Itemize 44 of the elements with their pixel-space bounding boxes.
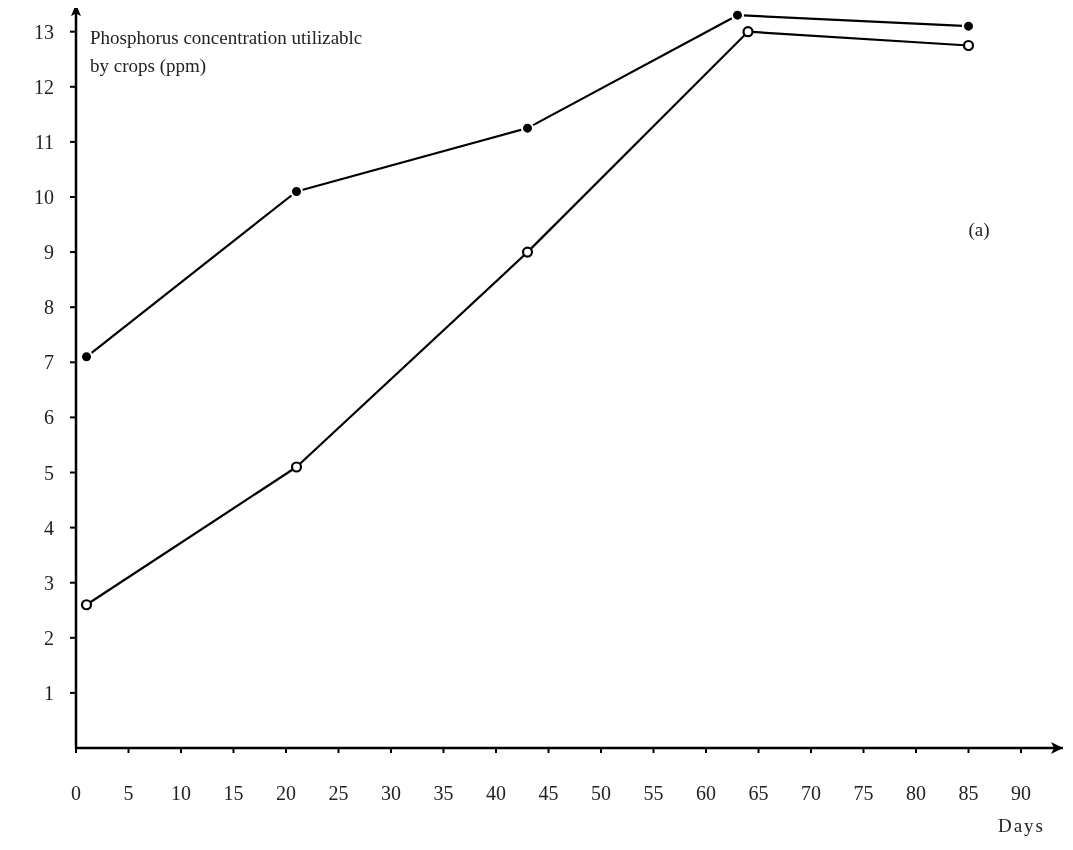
x-tick-label: 15 (223, 782, 244, 804)
x-tick-label: 10 (171, 782, 191, 804)
x-tick-label: 70 (801, 782, 821, 804)
y-tick-label: 9 (44, 241, 54, 264)
x-tick-label: 5 (123, 782, 134, 804)
x-tick-label: 35 (433, 782, 454, 804)
point (290, 461, 303, 473)
x-tick-label: 90 (1011, 782, 1031, 804)
y-tick-label: 12 (34, 75, 54, 98)
x-tick-label: 25 (328, 782, 349, 804)
point (521, 121, 534, 135)
x-tick-label: 80 (906, 782, 926, 804)
y-tick-label: 7 (44, 351, 54, 374)
x-tick-label: 75 (853, 782, 874, 804)
x-tick-label: 30 (381, 782, 401, 804)
x-tick-label: 50 (591, 782, 611, 804)
x-tick-label: 40 (486, 782, 506, 804)
x-tick-label: 60 (696, 782, 716, 804)
point (742, 26, 754, 38)
point (962, 19, 975, 33)
y-tick-label: 3 (44, 571, 54, 594)
y-tick-label: 11 (34, 130, 54, 153)
y-axis-title: Phosphorus concentration utilizablc by crops (ppm) (90, 27, 363, 78)
y-tick-label: 2 (44, 626, 54, 649)
x-tick-label: 45 (538, 782, 559, 804)
y-tick-label: 13 (34, 20, 54, 43)
x-tick-label: 85 (958, 782, 979, 804)
x-tick-label: 20 (276, 782, 296, 804)
y-tick-label: 10 (34, 186, 54, 208)
point (521, 246, 534, 258)
x-axis-title: Days (997, 815, 1045, 836)
point (80, 599, 93, 611)
y-tick-label: 8 (44, 296, 54, 319)
x-tick-label: 0 (71, 782, 81, 804)
y-tick-label: 6 (44, 406, 54, 429)
x-tick-label: 65 (748, 782, 769, 804)
point (731, 8, 744, 22)
y-tick-label: 4 (44, 516, 54, 539)
y-tick-label: 1 (44, 681, 54, 704)
y-tick-label: 5 (44, 461, 54, 484)
point (80, 350, 93, 364)
annotation: (a) (968, 218, 990, 241)
x-tick-label: 55 (643, 782, 664, 804)
point (962, 39, 975, 52)
